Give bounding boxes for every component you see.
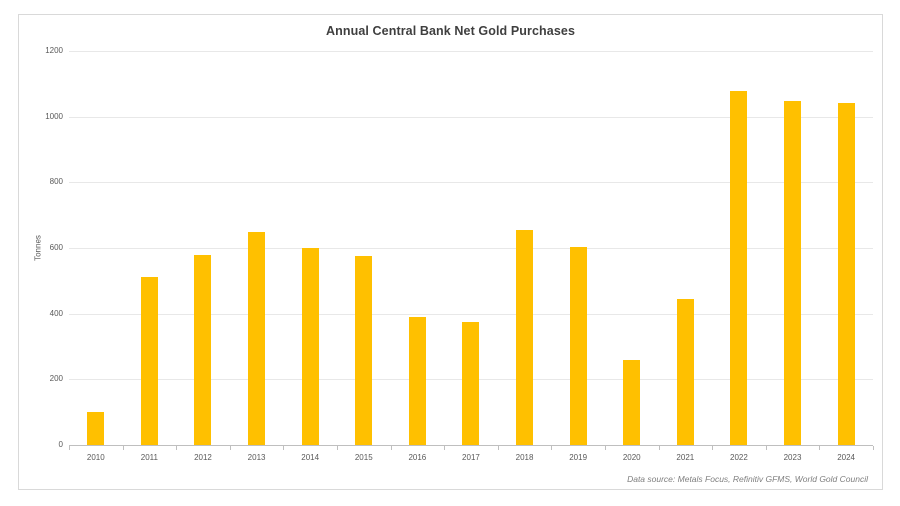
gridline	[69, 51, 873, 52]
x-tick-label: 2021	[676, 453, 695, 462]
x-labels-row: 2010 2011 2012 2013 2014 2015 2016 2017 2018 2019…	[69, 453, 873, 462]
bar-cell-2022	[712, 52, 766, 446]
bar-2020	[623, 360, 641, 446]
x-tick-label: 2017	[462, 453, 480, 462]
y-tick-label: 0	[58, 440, 63, 449]
y-tick-label: 200	[49, 374, 63, 384]
x-tick-label: 2014	[301, 453, 320, 462]
gridline	[69, 116, 873, 118]
data-source-note: Data source: Metals Focus, Refinitiv GFM…	[627, 474, 868, 484]
x-tick-label: 2020	[622, 453, 641, 462]
x-tick-label: 2019	[569, 453, 588, 462]
bar-2024	[837, 103, 855, 446]
bar-cell-2023	[766, 52, 820, 446]
gridline	[69, 248, 873, 249]
x-tick-label: 2018	[515, 453, 534, 462]
bar-cell-2013	[230, 52, 284, 446]
bar-2013	[248, 232, 266, 446]
axis-tick	[337, 446, 338, 450]
x-tick-label: 2012	[194, 453, 212, 462]
axis-tick	[283, 446, 285, 450]
axis-tick	[819, 446, 821, 450]
bar-2011	[140, 276, 158, 446]
axis-tick	[229, 446, 231, 450]
chart-card: Annual Central Bank Net Gold Purchases T…	[18, 14, 883, 490]
axis-tick	[658, 446, 660, 450]
gridline	[69, 182, 873, 184]
bar-cell-2014	[283, 52, 337, 446]
axis-tick	[497, 446, 499, 450]
bar-2019	[569, 247, 587, 446]
axis-tick	[605, 446, 606, 450]
bar-cell-2020	[605, 52, 659, 446]
x-tick-label: 2011	[140, 453, 158, 462]
bar-cell-2010	[69, 52, 123, 446]
bar-2021	[676, 298, 694, 446]
bar-cell-2024	[819, 52, 873, 446]
y-tick-label: 400	[49, 308, 63, 318]
bar-cell-2019	[551, 52, 605, 446]
axis-tick	[444, 446, 446, 450]
x-tick-label: 2022	[730, 453, 748, 462]
bar-2016	[408, 316, 426, 446]
y-tick-label: 1000	[45, 111, 63, 121]
x-tick-label: 2024	[837, 453, 855, 462]
y-tick-label: 600	[49, 243, 63, 252]
x-tick-label: 2015	[354, 453, 373, 462]
axis-tick	[551, 446, 553, 450]
bar-2023	[784, 100, 802, 446]
axis-tick	[176, 446, 178, 450]
bar-cell-2021	[659, 52, 713, 446]
bar-2022	[730, 91, 748, 446]
x-tick-label: 2010	[86, 453, 105, 462]
axis-tick	[765, 446, 767, 450]
bar-2018	[516, 230, 534, 446]
x-tick-label: 2016	[408, 453, 427, 462]
axis-tick	[712, 446, 714, 450]
axis-tick	[122, 446, 124, 450]
bar-cell-2012	[176, 52, 230, 446]
bar-2012	[194, 254, 212, 446]
bar-cell-2011	[123, 52, 177, 446]
bar-2017	[462, 322, 480, 446]
bar-cell-2018	[498, 52, 552, 446]
chart-title: Annual Central Bank Net Gold Purchases	[326, 24, 575, 38]
bar-cell-2017	[444, 52, 498, 446]
y-tick-label: 800	[49, 177, 63, 187]
bar-cell-2015	[337, 52, 391, 446]
bar-2014	[301, 248, 319, 446]
axis-tick	[390, 446, 392, 450]
x-tick-label: 2023	[783, 453, 802, 462]
axis-tick	[873, 446, 874, 450]
bar-2015	[355, 255, 373, 446]
x-tick-label: 2013	[247, 453, 266, 462]
plot-area: 0 200 400 600 800 1000 1200 2010 2011 2012 2013 201…	[45, 46, 874, 462]
bar-cell-2016	[391, 52, 445, 446]
axis-tick	[69, 446, 70, 450]
bar-2010	[87, 411, 105, 446]
gridline	[69, 313, 873, 315]
x-axis-line	[69, 445, 873, 446]
bars-row	[69, 52, 873, 446]
y-tick-label: 1200	[45, 46, 63, 55]
